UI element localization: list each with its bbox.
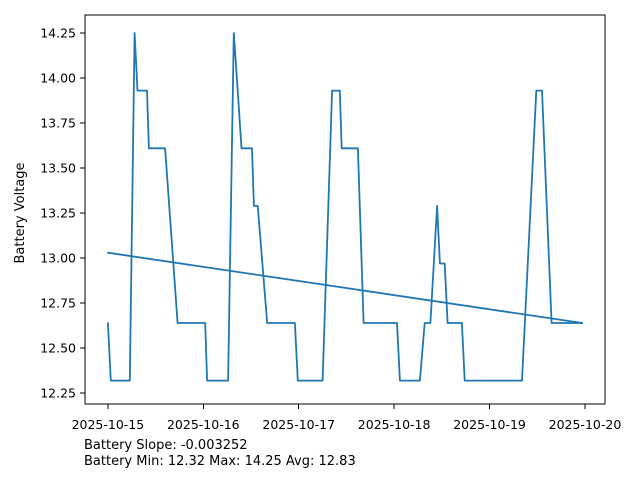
x-tick-label: 2025-10-20 <box>549 417 622 432</box>
plot-frame <box>84 14 606 405</box>
y-tick-label: 12.50 <box>40 341 76 356</box>
y-axis-label: Battery Voltage <box>13 162 28 263</box>
x-tick-label: 2025-10-15 <box>72 417 145 432</box>
trend-line <box>107 251 583 324</box>
y-tick-label: 14.00 <box>40 71 76 86</box>
y-tick-label: 12.25 <box>40 386 76 401</box>
x-tick-label: 2025-10-17 <box>262 417 335 432</box>
y-tick-label: 14.25 <box>40 26 76 41</box>
x-tick-label: 2025-10-16 <box>167 417 240 432</box>
annotation-min-max-avg: Battery Min: 12.32 Max: 14.25 Avg: 12.83 <box>84 454 356 469</box>
y-tick-label: 13.00 <box>40 251 76 266</box>
y-tick-label: 12.75 <box>40 296 76 311</box>
axis-ticks: 12.25 12.50 12.75 13.00 13.25 13.50 13.75 14.00… <box>40 26 621 432</box>
y-tick-label: 13.75 <box>40 116 76 131</box>
battery-voltage-line <box>107 32 583 382</box>
x-tick-label: 2025-10-18 <box>358 417 431 432</box>
data-series <box>107 32 583 382</box>
y-tick-label: 13.50 <box>40 161 76 176</box>
annotation-slope: Battery Slope: -0.003252 <box>84 438 248 453</box>
x-tick-label: 2025-10-19 <box>453 417 526 432</box>
y-tick-label: 13.25 <box>40 206 76 221</box>
